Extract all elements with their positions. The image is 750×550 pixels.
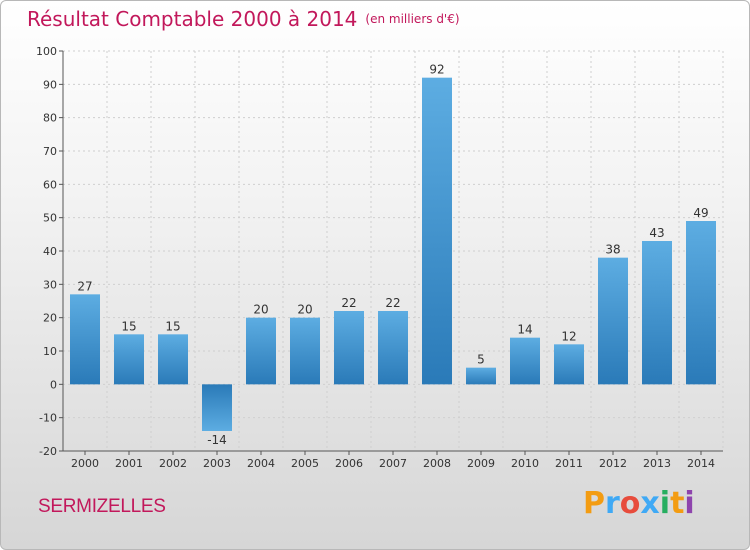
data-label: 20	[297, 303, 312, 317]
bar	[114, 334, 144, 385]
bar	[554, 344, 584, 385]
bar	[334, 311, 364, 385]
x-tick-label: 2013	[643, 457, 671, 470]
x-tick-label: 2003	[203, 457, 231, 470]
chart-title: Résultat Comptable 2000 à 2014 (en millie…	[27, 7, 460, 31]
y-tick-label: 20	[43, 312, 57, 325]
y-tick-label: -10	[39, 412, 57, 425]
logo-letter: P	[583, 486, 605, 521]
bar	[466, 367, 496, 385]
proxiti-logo: Proxiti	[583, 486, 695, 521]
y-tick-label: 70	[43, 145, 57, 158]
logo-letter: i	[684, 486, 695, 521]
y-tick-label: 90	[43, 78, 57, 91]
data-label: 15	[165, 319, 180, 333]
unit-label: (en milliers d'€)	[365, 12, 460, 26]
logo-letter: t	[670, 486, 685, 521]
data-label: 12	[561, 329, 576, 343]
data-label: 22	[341, 296, 356, 310]
logo-letter: o	[619, 486, 641, 521]
bar-layer	[70, 77, 716, 431]
data-label: 38	[605, 243, 620, 257]
x-tick-label: 2010	[511, 457, 539, 470]
bar	[422, 77, 452, 385]
y-tick-label: 80	[43, 112, 57, 125]
x-tick-label: 2009	[467, 457, 495, 470]
data-label: 15	[121, 319, 136, 333]
bar	[598, 257, 628, 385]
y-tick-label: 30	[43, 278, 57, 291]
bar	[510, 337, 540, 385]
x-tick-label: 2004	[247, 457, 275, 470]
grid-layer	[62, 50, 724, 452]
x-tick-label: 2007	[379, 457, 407, 470]
data-label: -14	[207, 433, 227, 447]
data-label: 5	[477, 353, 485, 367]
x-tick-label: 2000	[71, 457, 99, 470]
logo-letter: r	[605, 486, 620, 521]
data-label: 92	[429, 63, 444, 77]
y-tick-label: 40	[43, 245, 57, 258]
data-label: 14	[517, 323, 532, 337]
bar	[246, 317, 276, 385]
commune-name: SERMIZELLES	[38, 496, 166, 517]
bar	[686, 221, 716, 385]
data-label: 49	[693, 206, 708, 220]
logo-letter: i	[659, 486, 671, 521]
y-tick-label: 10	[43, 345, 57, 358]
bar	[70, 294, 100, 385]
data-label: 20	[253, 303, 268, 317]
x-tick-label: 2008	[423, 457, 451, 470]
x-tick-label: 2011	[555, 457, 583, 470]
data-label: 43	[649, 226, 664, 240]
label-layer: 27 15 15 -14 20 20 22 22 92 5 14 12 38 43 49	[77, 63, 708, 447]
y-tick-label: 60	[43, 178, 57, 191]
data-label: 27	[77, 279, 92, 293]
x-tick-label: 2005	[291, 457, 319, 470]
axis-layer: -20 -10 0 10 20 30 40 50 60 70 80 90 100 2000 2001 2002…	[36, 45, 723, 470]
y-tick-label: 50	[43, 212, 57, 225]
y-tick-label: -20	[39, 445, 57, 458]
bar	[202, 384, 232, 431]
x-tick-label: 2012	[599, 457, 627, 470]
bar	[642, 241, 672, 385]
x-tick-label: 2006	[335, 457, 363, 470]
bar	[290, 317, 320, 385]
data-label: 22	[385, 296, 400, 310]
bar	[158, 334, 188, 385]
logo-letter: x	[640, 486, 660, 521]
x-tick-label: 2002	[159, 457, 187, 470]
y-tick-label: 100	[36, 45, 57, 58]
x-tick-label: 2014	[687, 457, 715, 470]
x-tick-label: 2001	[115, 457, 143, 470]
bar	[378, 311, 408, 385]
title-text: Résultat Comptable 2000 à 2014	[27, 7, 358, 31]
y-tick-label: 0	[50, 378, 57, 391]
